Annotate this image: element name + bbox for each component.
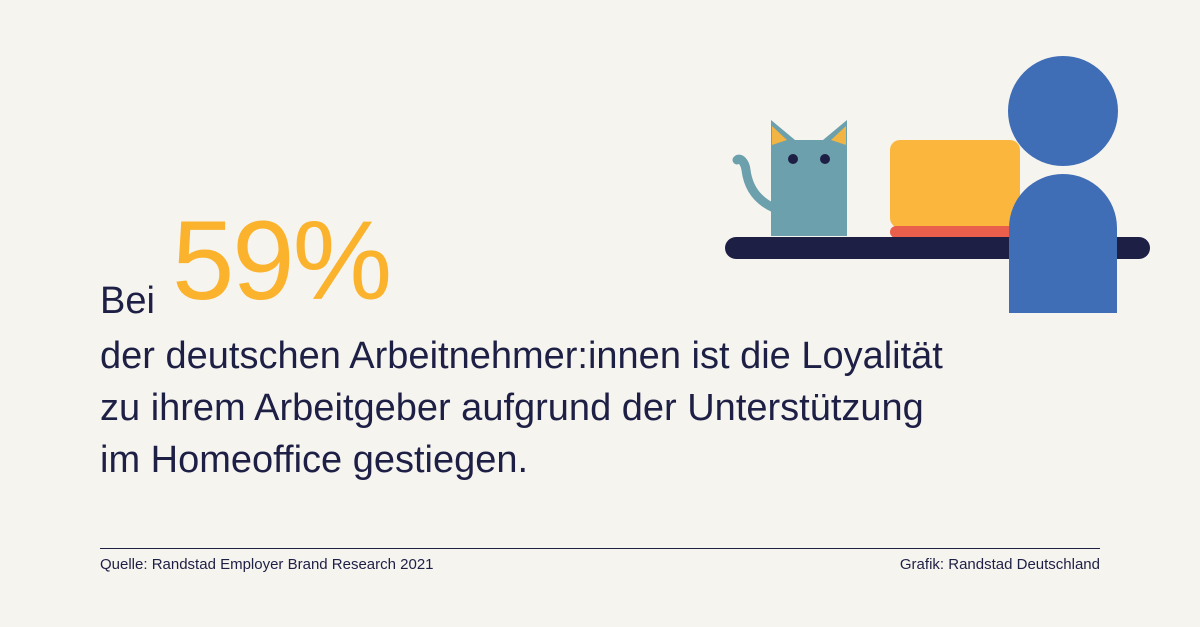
headline-prefix: Bei — [100, 280, 155, 322]
source-note: Quelle: Randstad Employer Brand Research… — [100, 556, 434, 573]
statement-line: zu ihrem Arbeitgeber aufgrund der Unters… — [100, 387, 924, 429]
statement-text: der deutschen Arbeitnehmer:innen ist die… — [100, 330, 1080, 486]
graphic-credit: Grafik: Randstad Deutschland — [899, 556, 1100, 573]
footer-divider — [100, 548, 1100, 549]
percentage-highlight: 59% — [172, 198, 392, 323]
statement-line: im Homeoffice gestiegen. — [100, 439, 529, 481]
cat-icon — [732, 120, 847, 236]
laptop-icon — [890, 140, 1022, 238]
statement-line: der deutschen Arbeitnehmer:innen ist die… — [100, 335, 943, 377]
person-icon — [1008, 56, 1118, 313]
